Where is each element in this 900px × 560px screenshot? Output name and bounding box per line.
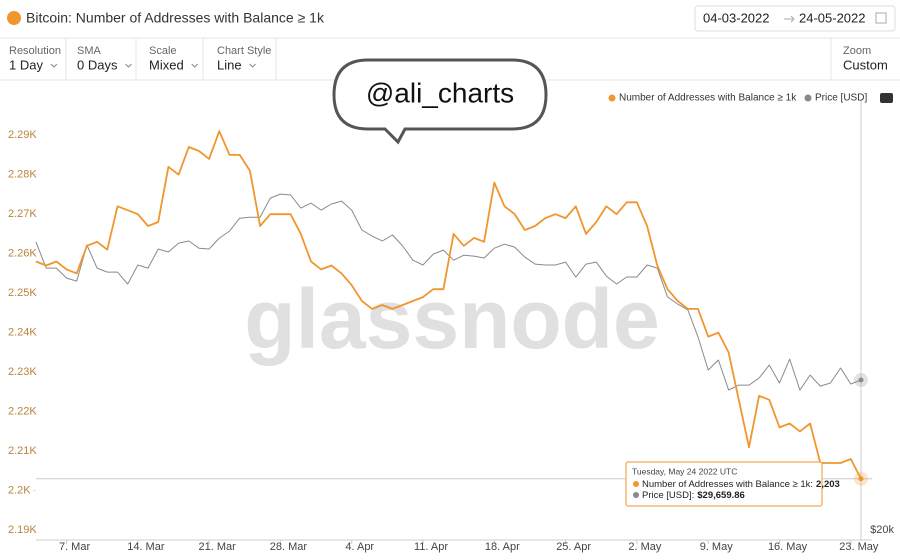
- x-tick-label: 14. Mar: [127, 541, 165, 553]
- tooltip-marker: [633, 481, 639, 487]
- chevron-icon: [191, 63, 199, 68]
- x-tick-label: 4. Apr: [345, 541, 374, 553]
- control-label: Scale: [149, 45, 177, 57]
- y-tick-label: 2.24K: [8, 327, 37, 339]
- x-tick-label: 7. Mar: [59, 541, 91, 553]
- control-label: Chart Style: [217, 45, 271, 57]
- control-value[interactable]: 1 Day: [9, 57, 43, 72]
- tooltip-value: 2,203: [816, 479, 840, 490]
- x-tick-label: 16. May: [768, 541, 808, 553]
- legend-marker[interactable]: [804, 94, 812, 102]
- series-line: [35, 130, 862, 480]
- chevron-icon: [125, 63, 132, 68]
- legend-marker[interactable]: [608, 94, 616, 102]
- speech-bubble: [332, 58, 548, 145]
- control-value[interactable]: Line: [217, 57, 242, 72]
- chevron-icon: [50, 63, 58, 68]
- date-range[interactable]: [694, 5, 896, 32]
- y-tick-label: 2.22K: [8, 406, 37, 418]
- control-label: Zoom: [843, 45, 871, 57]
- x-tick-label: 2. May: [628, 541, 662, 553]
- x-tick-label: 28. Mar: [270, 541, 308, 553]
- y-tick-label: 2.27K: [8, 208, 37, 220]
- y2-tick-label: $20k: [870, 524, 894, 536]
- x-tick-label: 23. May: [839, 541, 879, 553]
- chevron-icon: [249, 63, 256, 68]
- tooltip-value: $29,659.86: [697, 490, 745, 501]
- control-value[interactable]: Mixed: [149, 57, 184, 72]
- y-tick-label: 2.26K: [8, 248, 37, 260]
- control-label: SMA: [77, 45, 102, 57]
- tooltip-row: Price [USD]: $29,659.86: [642, 490, 745, 501]
- watermark: glassnode: [244, 272, 659, 366]
- tooltip-date: Tuesday, May 24 2022 UTC: [632, 466, 737, 476]
- annotation: @ali_charts: [366, 77, 514, 108]
- control-value[interactable]: Custom: [843, 57, 888, 72]
- bitcoin-icon: [7, 11, 21, 25]
- tooltip-row: Number of Addresses with Balance ≥ 1k: 2,…: [642, 479, 840, 490]
- y-tick-label: 2.2K: [8, 485, 31, 497]
- y-tick-label: 2.21K: [8, 445, 37, 457]
- date-to[interactable]: 24-05-2022: [799, 10, 866, 25]
- series-line: [35, 193, 862, 391]
- legend-label[interactable]: Price [USD]: [815, 93, 867, 104]
- arrow-icon: [784, 15, 795, 23]
- x-tick-label: 21. Mar: [198, 541, 236, 553]
- y-tick-label: 2.19K: [8, 524, 37, 536]
- hover-point: [858, 476, 864, 482]
- date-from[interactable]: 04-03-2022: [703, 10, 770, 25]
- x-tick-label: 18. Apr: [485, 541, 520, 553]
- x-tick-label: 11. Apr: [414, 541, 448, 553]
- y-tick-label: 2.25K: [8, 287, 37, 299]
- calendar-icon[interactable]: [875, 12, 887, 24]
- tooltip-box: [625, 461, 823, 507]
- tooltip-label: Number of Addresses with Balance ≥ 1k:: [642, 479, 813, 490]
- y-tick-label: 2.28K: [8, 169, 37, 181]
- hover-point: [858, 377, 864, 383]
- control-label: Resolution: [9, 45, 61, 57]
- x-tick-label: 25. Apr: [556, 541, 591, 553]
- y-tick-label: 2.23K: [8, 366, 37, 378]
- camera-icon[interactable]: [880, 93, 893, 103]
- tooltip-label: Price [USD]:: [642, 490, 694, 501]
- chart-title: Bitcoin: Number of Addresses with Balanc…: [26, 10, 325, 26]
- y-tick-label: 2.29K: [8, 129, 37, 141]
- legend-label[interactable]: Number of Addresses with Balance ≥ 1k: [619, 93, 797, 104]
- control-value[interactable]: 0 Days: [77, 57, 118, 72]
- tooltip: Tuesday, May 24 2022 UTC Number of Addres…: [625, 461, 840, 507]
- tooltip-marker: [633, 492, 639, 498]
- x-tick-label: 9. May: [700, 541, 734, 553]
